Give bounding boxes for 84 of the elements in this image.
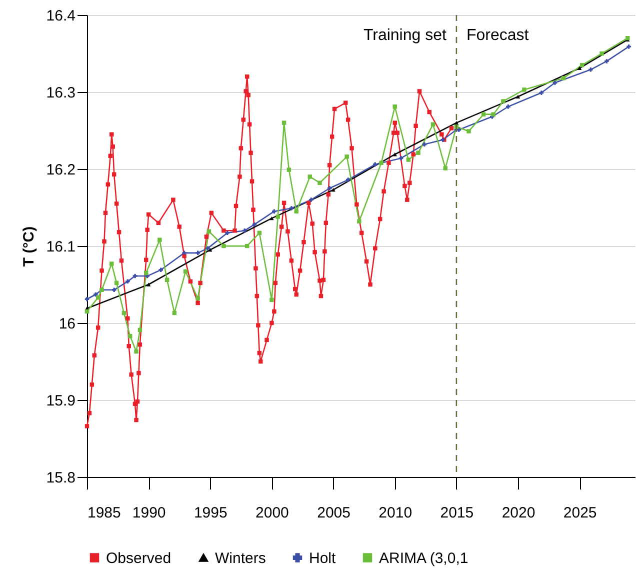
y-tick-label: 16.1: [46, 238, 76, 256]
point: [158, 268, 164, 272]
point: [294, 209, 298, 214]
y-tick-label: 16: [58, 316, 76, 332]
y-axis-title: T (°C): [20, 226, 38, 267]
point: [126, 279, 130, 284]
point: [506, 104, 510, 109]
legend-label: Observed: [106, 550, 172, 567]
x-tick-label: 1985: [88, 504, 121, 522]
point: [406, 158, 411, 162]
point: [552, 80, 558, 85]
legend-label: Winters: [215, 550, 266, 567]
point: [416, 150, 420, 155]
point: [626, 44, 631, 49]
point: [443, 166, 448, 170]
point: [392, 104, 397, 109]
x-tick-label: 1990: [132, 504, 166, 522]
point: [94, 292, 98, 297]
point: [466, 129, 471, 134]
point: [604, 59, 609, 64]
point: [501, 99, 506, 104]
point: [588, 68, 593, 72]
x-tick-label: 2000: [256, 504, 289, 522]
point: [270, 216, 274, 220]
point: [182, 250, 186, 256]
x-tick-label: 2015: [440, 504, 474, 522]
point: [327, 186, 332, 190]
point: [289, 206, 294, 210]
point: [225, 230, 230, 236]
point: [222, 244, 226, 248]
point: [318, 180, 322, 185]
point: [522, 88, 526, 92]
y-tick-label: 16.2: [46, 162, 76, 178]
point: [110, 262, 114, 266]
point: [134, 349, 138, 354]
annotation: Training set: [363, 27, 447, 44]
point: [454, 120, 459, 125]
y-tick-label: 16.3: [46, 84, 76, 102]
point: [308, 174, 312, 179]
point: [577, 66, 582, 70]
point: [539, 90, 544, 95]
point: [398, 156, 404, 160]
x-tick-label: 2020: [502, 504, 536, 522]
point: [373, 162, 378, 166]
point: [430, 122, 436, 126]
y-tick-label: 16.4: [46, 8, 76, 24]
point: [158, 238, 162, 242]
point: [196, 296, 200, 300]
point: [392, 152, 397, 156]
point: [331, 188, 336, 192]
point: [481, 112, 486, 116]
point: [561, 76, 566, 80]
y-tick-label: 15.9: [46, 392, 76, 410]
point: [112, 288, 116, 292]
point: [196, 250, 200, 256]
point: [422, 142, 427, 146]
point: [272, 209, 276, 214]
point: [456, 128, 462, 132]
point: [344, 154, 349, 159]
point: [206, 229, 212, 234]
x-tick-label: 1995: [194, 504, 228, 522]
x-tick-label: 2005: [317, 504, 350, 522]
point: [357, 219, 362, 224]
point: [146, 282, 151, 286]
x-tick-label: 2010: [378, 504, 412, 522]
point: [516, 94, 520, 98]
point: [276, 214, 280, 219]
point: [346, 178, 350, 182]
point: [286, 168, 292, 172]
point: [252, 222, 257, 227]
point: [309, 198, 314, 202]
point: [491, 112, 496, 116]
legend-label: Holt: [309, 550, 337, 567]
point: [282, 120, 286, 125]
x-tick-label: 2025: [563, 504, 597, 522]
legend-label: ARIMA (3,0,1: [379, 550, 468, 567]
point: [84, 297, 90, 302]
annotation: Forecast: [466, 27, 530, 44]
y-tick-label: 15.8: [46, 470, 76, 486]
point: [379, 160, 384, 165]
point: [270, 298, 274, 302]
point: [132, 274, 138, 278]
point: [206, 246, 210, 250]
point: [600, 51, 604, 56]
